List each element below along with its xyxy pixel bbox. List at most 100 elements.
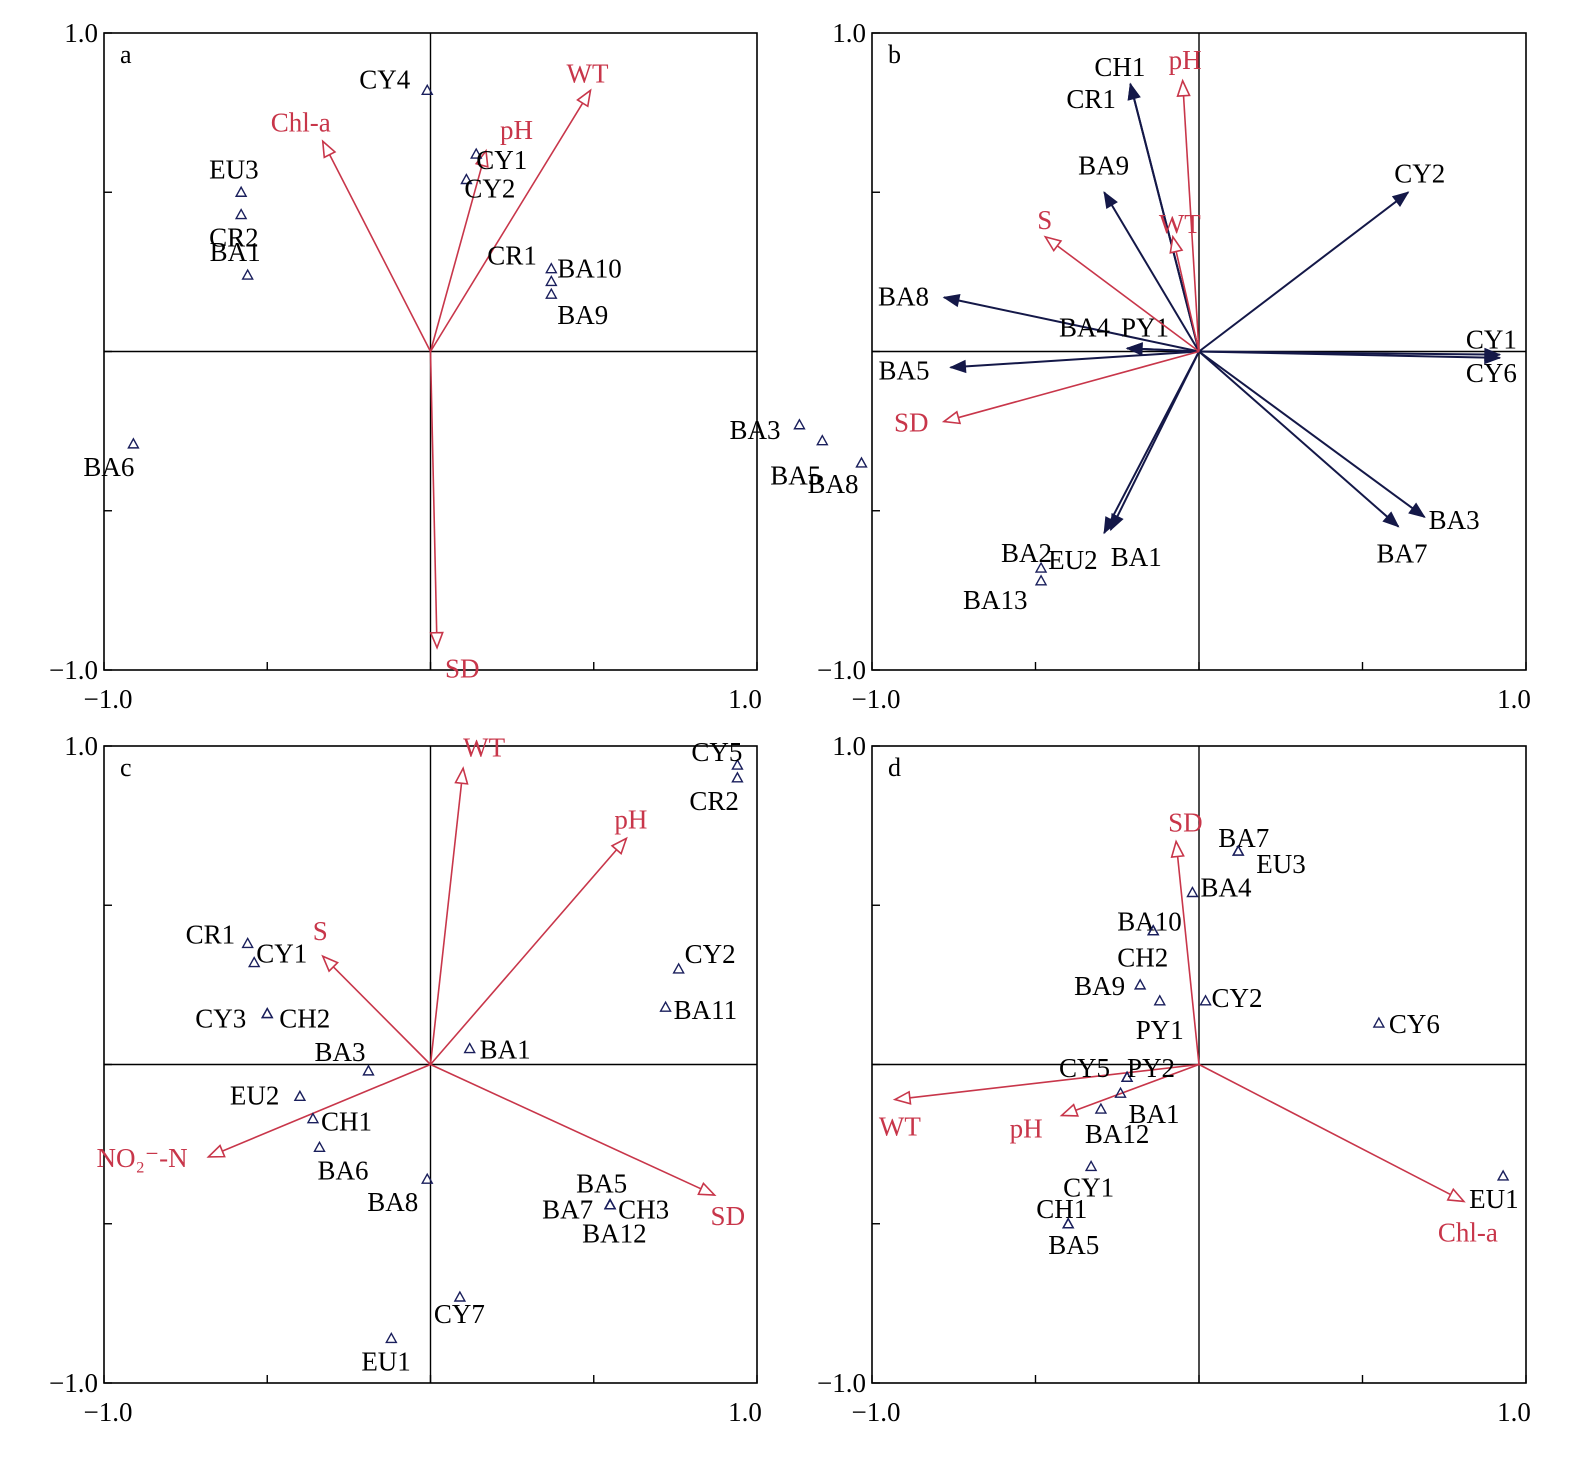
- env-arrow-head: [454, 766, 469, 785]
- site-label: BA5: [1048, 1230, 1099, 1260]
- x-tick-label-right: 1.0: [728, 684, 762, 714]
- site-label: BA10: [557, 253, 622, 283]
- env-arrow-line: [1172, 236, 1200, 352]
- y-tick-label-bottom: −1.0: [817, 1368, 866, 1398]
- site-marker: [816, 434, 829, 446]
- species-label: CY1: [1466, 325, 1517, 355]
- site-label: CY1: [1063, 1172, 1114, 1202]
- env-label: pH: [614, 804, 647, 834]
- env-arrow-head: [1176, 78, 1191, 97]
- site-label: EU2: [230, 1080, 280, 1110]
- y-tick-label-bottom: −1.0: [817, 655, 866, 685]
- site-label: BA8: [807, 469, 858, 499]
- x-tick-label-right: 1.0: [1497, 1397, 1531, 1427]
- site-marker: [261, 1007, 274, 1019]
- species-label: BA7: [1376, 539, 1427, 569]
- site-label: BA13: [963, 585, 1028, 615]
- x-tick-label-right: 1.0: [1497, 684, 1531, 714]
- species-arrow-head: [949, 359, 967, 374]
- env-label: pH: [500, 115, 533, 145]
- site-marker: [313, 1140, 326, 1153]
- species-arrow-line: [1109, 351, 1200, 531]
- env-label: WT: [1159, 209, 1201, 239]
- site-marker: [421, 83, 434, 96]
- env-label: SD: [1168, 808, 1203, 838]
- site-label: BA6: [317, 1155, 368, 1185]
- env-arrow-head: [1169, 234, 1184, 254]
- species-arrow-line: [1198, 350, 1500, 359]
- species-label: PY1: [1121, 312, 1169, 342]
- species-arrow-head: [1408, 502, 1426, 518]
- env-arrow-head: [1170, 839, 1185, 859]
- env-arrow-head: [576, 88, 592, 108]
- env-arrow-head: [610, 836, 628, 856]
- env-arrow-line: [1061, 1063, 1200, 1117]
- site-marker: [306, 1112, 320, 1124]
- site-label: CH1: [321, 1107, 372, 1137]
- site-label: BA3: [729, 415, 780, 445]
- site-label: CY3: [195, 1004, 246, 1034]
- site-marker: [1232, 844, 1245, 856]
- env-arrow-line: [943, 350, 1200, 423]
- env-arrow-head: [321, 139, 337, 159]
- panel-letter: b: [888, 40, 901, 69]
- site-label: CY5: [1059, 1053, 1110, 1083]
- env-arrow-line: [429, 837, 628, 1066]
- env-arrow-line: [322, 140, 432, 352]
- site-marker: [470, 147, 483, 159]
- species-arrow-line: [950, 350, 1200, 369]
- site-marker: [1120, 1070, 1134, 1082]
- site-label: CY2: [464, 174, 515, 204]
- site-label: CR1: [186, 919, 236, 949]
- site-label: CR2: [689, 786, 739, 816]
- species-label: CR1: [1066, 84, 1116, 114]
- env-label: Chl-a: [1438, 1217, 1498, 1247]
- y-tick-label-top: 1.0: [64, 731, 98, 761]
- site-label: BA12: [582, 1219, 647, 1249]
- env-arrow-line: [430, 1063, 715, 1196]
- site-marker: [545, 274, 558, 287]
- env-arrow-line: [322, 955, 432, 1066]
- species-arrow-head: [1391, 191, 1410, 207]
- site-marker: [1186, 886, 1199, 898]
- env-label: S: [1037, 205, 1052, 235]
- species-arrow-head: [1484, 350, 1502, 365]
- site-label: EU1: [361, 1346, 411, 1376]
- panel-c: 1.0 −1.0−1.0 1.0 c WT pH S NO₂⁻-N SD CY5 CR2 CR1 CY1…: [49, 731, 762, 1427]
- species-label: CY2: [1394, 158, 1445, 188]
- env-arrow-head: [321, 954, 339, 973]
- site-label: BA1: [480, 1035, 531, 1065]
- x-tick-label-left: −1.0: [84, 1397, 133, 1427]
- species-label: BA9: [1078, 150, 1129, 180]
- site-marker: [1496, 1169, 1510, 1181]
- site-label: BA8: [367, 1187, 418, 1217]
- site-marker: [234, 185, 248, 197]
- env-arrow-head: [697, 1181, 717, 1196]
- site-label: CH2: [1117, 943, 1168, 973]
- env-label: WT: [566, 58, 608, 88]
- site-label: BA4: [1200, 873, 1252, 903]
- species-arrow-head: [1110, 512, 1124, 532]
- species-arrow-head: [1125, 342, 1143, 356]
- env-arrow-line: [1198, 1063, 1465, 1203]
- species-label: EU2: [1048, 545, 1098, 575]
- site-marker: [793, 418, 806, 430]
- species-label: BA5: [878, 355, 929, 385]
- species-label: BA8: [878, 281, 929, 311]
- site-label: BA11: [674, 995, 738, 1025]
- site-label: BA3: [314, 1037, 365, 1067]
- env-arrow-head: [1446, 1187, 1466, 1203]
- site-marker: [127, 437, 140, 449]
- site-marker: [1147, 924, 1160, 936]
- site-label: CY2: [1212, 983, 1263, 1013]
- site-label: BA5: [770, 461, 821, 491]
- env-label: NO₂⁻-N: [96, 1143, 187, 1173]
- env-arrow-head: [1059, 1103, 1079, 1117]
- site-marker: [659, 1000, 672, 1012]
- env-arrow-head: [429, 631, 444, 650]
- site-marker: [731, 758, 744, 770]
- panel-letter: c: [120, 753, 132, 782]
- site-marker: [453, 1290, 467, 1302]
